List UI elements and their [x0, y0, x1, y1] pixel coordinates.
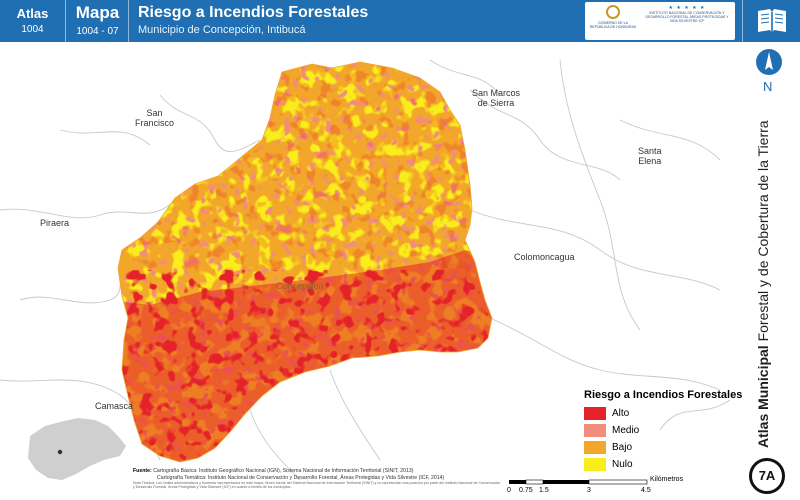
place-concepcion: Concepción [276, 281, 324, 291]
government-text: GOBIERNO DE LA REPÚBLICA DE HONDURAS [589, 21, 637, 29]
scale-tick: 0.75 [519, 487, 533, 494]
legend-label: Alto [612, 407, 630, 419]
honduras-inset-map [28, 418, 126, 480]
legend-swatch [584, 457, 606, 471]
scale-tick: 0 [507, 487, 511, 494]
atlas-label: Atlas [16, 6, 49, 21]
open-book-icon [758, 9, 786, 33]
scale-tick: 4.5 [641, 487, 651, 494]
scale-tick: 3 [587, 487, 591, 494]
atlas-code: 1004 [21, 24, 44, 35]
legend-item-medio: Medio [584, 422, 744, 438]
map-legend: Riesgo a Incendios Forestales Alto Medio… [584, 389, 744, 473]
legend-item-nulo: Nulo [584, 456, 744, 472]
legend-label: Nulo [612, 458, 633, 470]
mapa-code: 1004 - 07 [76, 26, 119, 37]
legend-item-bajo: Bajo [584, 439, 744, 455]
institution-logos: GOBIERNO DE LA REPÚBLICA DE HONDURAS ★ ★… [585, 2, 735, 40]
icf-text: INSTITUTO NACIONAL DE CONSERVACIÓN Y DES… [645, 11, 729, 24]
place-piraera: Piraera [40, 218, 70, 228]
source-line-2: Cartografía Temática: Instituto Nacional… [157, 474, 445, 481]
north-arrow-icon [756, 49, 782, 75]
map-area[interactable]: San Francisco San Marcos de Sierra Santa… [0, 42, 745, 500]
icf-logo: ★ ★ ★ ★ ★ INSTITUTO NACIONAL DE CONSERVA… [643, 5, 731, 37]
municipality-outline [117, 61, 493, 463]
side-title-rest: Forestal y de Cobertura de la Tierra [755, 120, 771, 342]
stars-icon: ★ ★ ★ ★ ★ [668, 5, 706, 11]
atlas-book-button[interactable] [742, 0, 800, 42]
place-colomoncagua: Colomoncagua [514, 252, 575, 262]
map-canvas [0, 59, 731, 481]
mapa-label: Mapa [75, 3, 120, 22]
mapa-block: Mapa 1004 - 07 [67, 0, 129, 42]
place-santa-elena: Santa Elena [638, 146, 662, 166]
map-title: Riesgo a Incendios Forestales [138, 4, 369, 21]
legend-title: Riesgo a Incendios Forestales [584, 389, 743, 401]
technical-note: Nota Técnica: Los límites administrativo… [133, 481, 501, 490]
scale-bar: 0 0.75 1.5 3 4.5 Kilómetros [505, 476, 683, 500]
scale-bar-graphic [509, 479, 648, 485]
atlas-block: Atlas 1004 [0, 0, 66, 42]
legend-item-alto: Alto [584, 405, 744, 421]
north-letter: N [763, 79, 773, 94]
boundary-lines [0, 59, 731, 481]
legend-label: Medio [612, 424, 640, 436]
map-number-badge: 7A [749, 458, 785, 494]
north-arrow: N [754, 44, 784, 96]
sources-block: Fuente: Cartografía Básica: Instituto Ge… [133, 468, 503, 489]
legend-label: Bajo [612, 441, 633, 453]
legend-swatch [584, 440, 606, 454]
map-subtitle: Municipio de Concepción, Intibucá [138, 24, 306, 36]
scale-tick: 1.5 [539, 487, 549, 494]
legend-swatch [584, 406, 606, 420]
scale-unit: Kilómetros [650, 476, 684, 483]
government-logo: GOBIERNO DE LA REPÚBLICA DE HONDURAS [589, 5, 637, 37]
source-label: Fuente: [133, 468, 152, 474]
side-title-bold: Atlas Municipal [755, 345, 771, 448]
seal-icon [606, 5, 620, 19]
source-line-1: Fuente: Cartografía Básica: Instituto Ge… [133, 468, 414, 474]
side-atlas-title: Atlas Municipal Forestal y de Cobertura … [755, 120, 771, 448]
place-san-marcos: San Marcos de Sierra [472, 88, 521, 108]
place-san-francisco: San Francisco [135, 108, 175, 128]
header-bar: Atlas 1004 Mapa 1004 - 07 Riesgo a Incen… [0, 0, 800, 42]
legend-swatch [584, 423, 606, 437]
place-camasca: Camasca [95, 401, 134, 411]
